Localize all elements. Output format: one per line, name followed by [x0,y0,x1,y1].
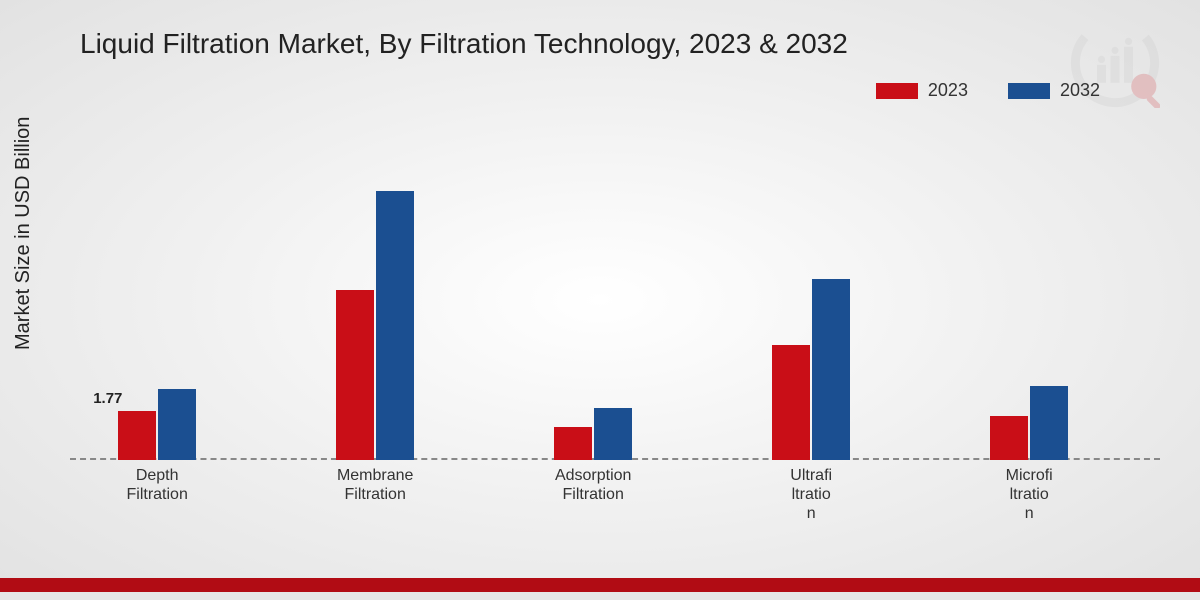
bar-2023 [990,416,1028,460]
legend-label-2023: 2023 [928,80,968,101]
bar-2032 [812,279,850,461]
legend-label-2032: 2032 [1060,80,1100,101]
legend-item-2032: 2032 [1008,80,1100,101]
category-label: Adsorption Filtration [533,466,653,504]
category-label: Membrane Filtration [315,466,435,504]
y-axis-label: Market Size in USD Billion [12,117,35,350]
category-label: Microfi ltratio n [969,466,1089,524]
legend-swatch-2032 [1008,83,1050,99]
bar-value-label: 1.77 [93,390,122,407]
footer-red-bar [0,578,1200,592]
chart-title: Liquid Filtration Market, By Filtration … [80,28,848,60]
category-label: Ultrafi ltratio n [751,466,871,524]
bar-group: Ultrafi ltratio n [751,279,871,461]
bar-2023 [336,290,374,461]
chart-area: Depth Filtration1.77Membrane FiltrationA… [70,130,1160,510]
bar-2032 [1030,386,1068,460]
bar-group: Membrane Filtration [315,191,435,461]
legend: 2023 2032 [876,80,1100,101]
legend-swatch-2023 [876,83,918,99]
footer-grey-bar [0,592,1200,600]
bar-2023 [772,345,810,461]
category-label: Depth Filtration [97,466,217,504]
bar-2023 [554,427,592,460]
bar-group: Microfi ltratio n [969,386,1089,460]
legend-item-2023: 2023 [876,80,968,101]
bar-2023 [118,411,156,460]
bar-2032 [594,408,632,460]
bar-group: Depth Filtration1.77 [97,389,217,461]
bar-2032 [158,389,196,461]
bar-2032 [376,191,414,461]
bar-group: Adsorption Filtration [533,408,653,460]
